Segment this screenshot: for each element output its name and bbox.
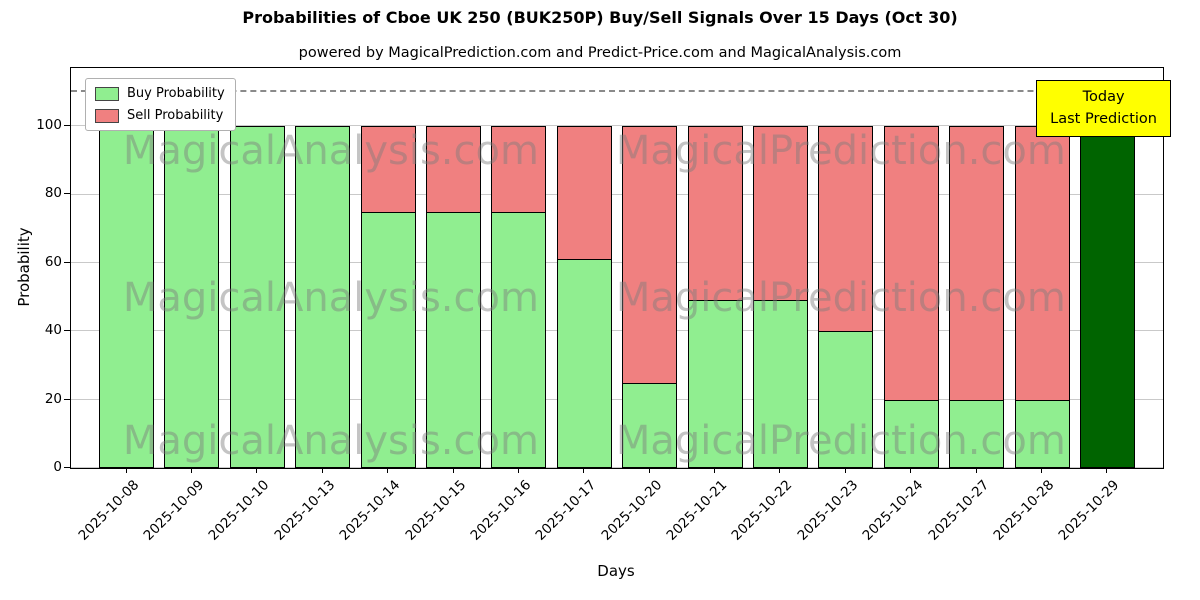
x-tick-label: 2025-10-15 — [402, 477, 469, 544]
legend-label-sell: Sell Probability — [127, 108, 224, 123]
bar-buy-segment — [360, 211, 416, 468]
x-tick-label: 2025-10-22 — [728, 477, 796, 544]
plot-area: Buy Probability Sell Probability Today L… — [70, 67, 1171, 469]
bar-buy-segment — [426, 211, 482, 468]
gridline — [71, 330, 1163, 332]
bar-sell-segment — [883, 126, 939, 401]
legend-item-buy: Buy Probability — [95, 86, 225, 101]
bar-buy-segment — [295, 126, 351, 468]
bar-buy-segment — [556, 259, 612, 468]
bar-buy-segment — [883, 399, 939, 468]
x-tick-label: 2025-10-16 — [467, 477, 535, 544]
y-tick-label: 100 — [36, 117, 62, 134]
sell-probability-swatch — [95, 108, 119, 123]
x-tick-label: 2025-10-29 — [1055, 477, 1123, 544]
chart-title: Probabilities of Cboe UK 250 (BUK250P) B… — [242, 8, 958, 27]
bar-sell-segment — [949, 126, 1005, 401]
legend: Buy Probability Sell Probability — [85, 78, 236, 131]
y-tick-label: 80 — [44, 185, 62, 202]
bar-sell-segment — [818, 126, 874, 333]
bar-buy-segment — [1079, 126, 1135, 468]
today-annotation-line2: Last Prediction — [1050, 111, 1157, 128]
buy-probability-swatch — [95, 86, 119, 101]
x-tick-label: 2025-10-17 — [532, 477, 600, 544]
x-tick-label: 2025-10-24 — [859, 477, 927, 544]
x-tick-label: 2025-10-08 — [75, 477, 142, 544]
bar-buy-segment — [622, 382, 678, 468]
x-tick-label: 2025-10-10 — [205, 477, 273, 544]
bar-sell-segment — [491, 126, 547, 213]
bar-sell-segment — [752, 126, 808, 302]
threshold-dashed-line — [71, 89, 1163, 92]
x-tick-label: 2025-10-09 — [140, 477, 208, 544]
y-axis-label: Probability — [15, 227, 33, 307]
bar-buy-segment — [752, 300, 808, 468]
gridline — [71, 125, 1163, 127]
bar-buy-segment — [164, 126, 220, 468]
bar-buy-segment — [229, 126, 285, 468]
x-tick-label: 2025-10-21 — [663, 477, 731, 544]
bar-buy-segment — [949, 399, 1005, 468]
bar-buy-segment — [491, 211, 547, 468]
bar-sell-segment — [687, 126, 743, 302]
x-tick-label: 2025-10-13 — [271, 477, 339, 544]
gridline — [71, 193, 1163, 195]
y-tick-label: 20 — [44, 390, 62, 407]
x-tick-label: 2025-10-27 — [925, 477, 992, 544]
today-annotation-line1: Today — [1082, 89, 1125, 105]
today-annotation: Today Last Prediction — [1036, 80, 1171, 137]
bar-sell-segment — [360, 126, 416, 213]
y-tick-label: 0 — [53, 459, 62, 475]
gridline — [71, 398, 1163, 400]
x-tick-label: 2025-10-14 — [336, 477, 404, 544]
bar-buy-segment — [99, 126, 155, 468]
bar-buy-segment — [1014, 399, 1070, 468]
bar-buy-segment — [818, 331, 874, 468]
bar-buy-segment — [687, 300, 743, 468]
legend-item-sell: Sell Probability — [95, 108, 225, 123]
x-tick-label: 2025-10-23 — [794, 477, 862, 544]
x-axis-label: Days — [597, 562, 635, 580]
gridline — [71, 467, 1163, 468]
x-tick-label: 2025-10-28 — [990, 477, 1058, 544]
legend-label-buy: Buy Probability — [127, 86, 225, 101]
y-tick-label: 40 — [44, 322, 62, 339]
bar-sell-segment — [556, 126, 612, 261]
bar-sell-segment — [1014, 126, 1070, 401]
gridline — [71, 261, 1163, 263]
x-tick-label: 2025-10-20 — [598, 477, 666, 544]
bar-sell-segment — [426, 126, 482, 213]
bar-sell-segment — [622, 126, 678, 384]
chart-subtitle: powered by MagicalPrediction.com and Pre… — [298, 45, 902, 61]
